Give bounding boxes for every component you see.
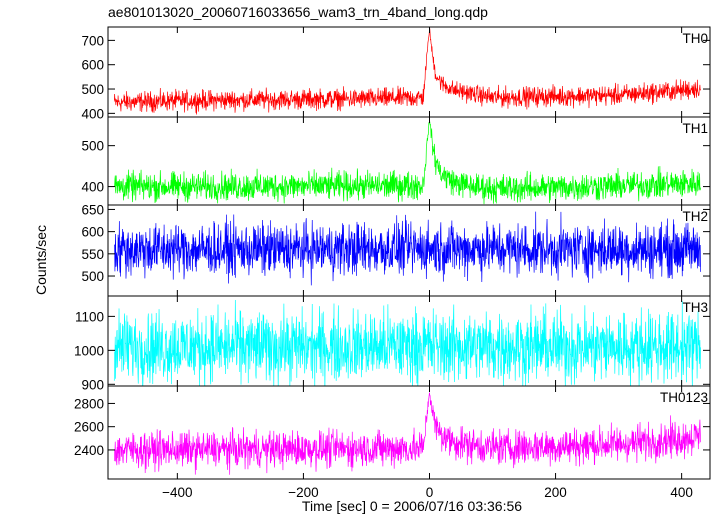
panel-th0: 400 500 600 700 TH0 [81, 26, 711, 121]
panel-frame [107, 385, 711, 480]
chart-title: ae801013020_20060716033656_wam3_trn_4ban… [108, 4, 488, 20]
y-tick-label: 2600 [74, 420, 104, 435]
series-line-th0123 [113, 392, 701, 475]
y-tick-label: 1000 [74, 343, 104, 358]
x-tick-label: 0 [426, 485, 434, 500]
panel-label: TH0 [682, 31, 708, 46]
x-tick-label: 400 [670, 485, 693, 500]
y-tick-label: 2800 [74, 396, 104, 411]
x-axis-label: Time [sec] 0 = 2006/07/16 03:36:56 [302, 498, 522, 514]
panels: 400 500 600 700 TH0 400 500 TH1 500 550 600 650 TH2 9… [74, 26, 711, 500]
y-tick-label: 500 [81, 82, 104, 97]
x-tick-label: −400 [162, 485, 192, 500]
x-tick-label: −200 [288, 485, 318, 500]
panel-label: TH0123 [660, 390, 708, 405]
series-line-th2 [114, 211, 701, 286]
x-tick-label: 200 [544, 485, 567, 500]
y-tick-label: 600 [81, 58, 104, 73]
panel-label: TH1 [682, 121, 708, 136]
y-tick-label: 700 [81, 33, 104, 48]
y-tick-label: 400 [81, 180, 104, 195]
y-tick-label: 500 [81, 269, 104, 284]
panel-th1: 400 500 TH1 [81, 116, 711, 206]
panel-th2: 500 550 600 650 TH2 [81, 202, 711, 297]
panel-th3: 900 1000 1100 TH3 [74, 295, 711, 392]
y-tick-label: 550 [81, 247, 104, 262]
series-line-th0 [113, 28, 701, 115]
y-tick-label: 600 [81, 225, 104, 240]
series-line-th3 [113, 300, 701, 386]
y-tick-label: 1100 [75, 309, 104, 324]
series-line-th1 [114, 119, 701, 205]
y-axis-label: Counts/sec [33, 225, 49, 295]
y-tick-label: 500 [81, 139, 104, 154]
panel-label: TH3 [682, 300, 708, 315]
panel-th0123: 2400 2600 2800 TH0123 [74, 385, 711, 480]
panel-label: TH2 [682, 209, 708, 224]
y-tick-label: 400 [81, 106, 104, 121]
y-tick-label: 650 [81, 202, 104, 217]
y-tick-label: 2400 [74, 443, 104, 458]
y-tick-label: 900 [81, 377, 104, 392]
